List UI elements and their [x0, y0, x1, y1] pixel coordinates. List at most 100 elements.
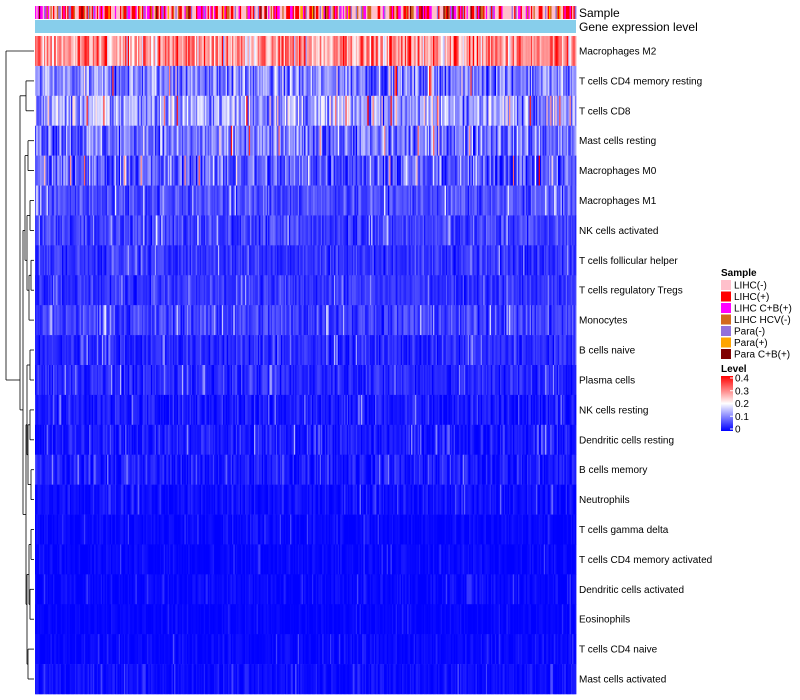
heatmap-cell [273, 65, 275, 97]
heatmap-cell [152, 215, 154, 246]
heatmap-cell [368, 275, 371, 306]
heatmap-cell [529, 65, 532, 97]
heatmap-cell [49, 245, 51, 276]
heatmap-cell [120, 125, 122, 156]
sample-annotation-cell [234, 6, 237, 19]
heatmap-cell [484, 36, 487, 67]
heatmap-cell [420, 185, 422, 216]
heatmap-cell [349, 245, 351, 276]
heatmap-cell [176, 275, 179, 306]
heatmap-cell [421, 275, 424, 306]
heatmap-cell [417, 36, 420, 67]
heatmap-cell [451, 36, 453, 67]
heatmap-cell [353, 95, 355, 127]
heatmap-cell [351, 275, 354, 306]
heatmap-cell [297, 245, 300, 276]
heatmap-cell [421, 335, 424, 366]
sample-annotation-cell [536, 6, 538, 19]
heatmap-cell [239, 305, 242, 336]
heatmap-cell [64, 125, 67, 156]
heatmap-cell [424, 245, 426, 276]
heatmap-cell [534, 36, 537, 67]
heatmap-cell [399, 335, 402, 366]
heatmap-cell [395, 155, 398, 186]
heatmap-cell [512, 215, 515, 246]
sample-annotation-cell [96, 6, 99, 19]
heatmap-cell [503, 215, 506, 246]
heatmap-cell [424, 185, 426, 216]
heatmap-cell [221, 335, 224, 366]
heatmap-cell [275, 305, 278, 336]
heatmap-cell [53, 335, 55, 366]
heatmap-cell [338, 36, 341, 67]
heatmap-cell [357, 36, 359, 67]
heatmap-cell [278, 245, 281, 276]
heatmap-cell [54, 245, 57, 276]
heatmap-cell [293, 215, 296, 246]
heatmap-cell [180, 95, 183, 127]
heatmap-cell [524, 305, 527, 336]
heatmap-cell [483, 275, 485, 306]
heatmap-cell [217, 36, 220, 67]
heatmap-cell [442, 305, 444, 336]
sample-annotation-cell [471, 6, 474, 19]
heatmap-cell [510, 65, 512, 97]
heatmap-cell [359, 95, 362, 127]
heatmap-cell [239, 65, 242, 97]
heatmap-cell [40, 185, 42, 216]
heatmap-cell [408, 185, 411, 216]
heatmap-cell [447, 95, 449, 127]
heatmap-cell [414, 215, 417, 246]
heatmap-cell [311, 275, 314, 306]
heatmap-cell [439, 215, 442, 246]
heatmap-cell [158, 65, 161, 97]
heatmap-cell [237, 215, 239, 246]
heatmap-cell [338, 65, 341, 97]
heatmap-cell [346, 95, 349, 127]
sample-annotation-cell [184, 6, 187, 19]
heatmap-cell [282, 95, 284, 127]
heatmap-cell [554, 215, 556, 246]
heatmap-cell [489, 95, 492, 127]
heatmap-cell [331, 125, 333, 156]
heatmap-cell [71, 95, 73, 127]
heatmap-cell [197, 65, 199, 97]
heatmap-cell [530, 65, 533, 97]
heatmap-cell [47, 95, 50, 127]
heatmap-cell [246, 275, 248, 306]
heatmap-cell [380, 215, 382, 246]
heatmap-cell [393, 305, 395, 336]
heatmap-cell [132, 95, 135, 127]
heatmap-cell [103, 95, 105, 127]
heatmap-cell [335, 185, 337, 216]
heatmap-cell [476, 125, 479, 156]
heatmap-cell [519, 305, 522, 336]
heatmap-cell [261, 65, 264, 97]
sample-annotation-cell [49, 6, 51, 19]
heatmap-cell [256, 305, 259, 336]
heatmap-cell [116, 185, 118, 216]
heatmap-cell [226, 125, 229, 156]
heatmap-cell [385, 215, 388, 246]
heatmap-cell [60, 125, 63, 156]
heatmap-cell [574, 65, 577, 97]
heatmap-cell [372, 36, 375, 67]
heatmap-cell [563, 245, 565, 276]
heatmap-cell [193, 215, 196, 246]
heatmap-cell [252, 65, 255, 97]
heatmap-cell [451, 65, 453, 97]
heatmap-cell [346, 65, 349, 97]
heatmap-cell [233, 125, 236, 156]
heatmap-cell [331, 215, 333, 246]
heatmap-cell [400, 95, 403, 127]
sample-annotation-cell [503, 6, 506, 19]
heatmap-cell [296, 65, 299, 97]
heatmap-cell [399, 275, 402, 306]
sample-annotation-cell [229, 6, 232, 19]
heatmap-cell [337, 95, 340, 127]
heatmap-cell [402, 275, 404, 306]
heatmap-cell [559, 95, 561, 127]
heatmap-cell [306, 125, 309, 156]
heatmap-cell [233, 245, 236, 276]
heatmap-cell [83, 335, 86, 366]
